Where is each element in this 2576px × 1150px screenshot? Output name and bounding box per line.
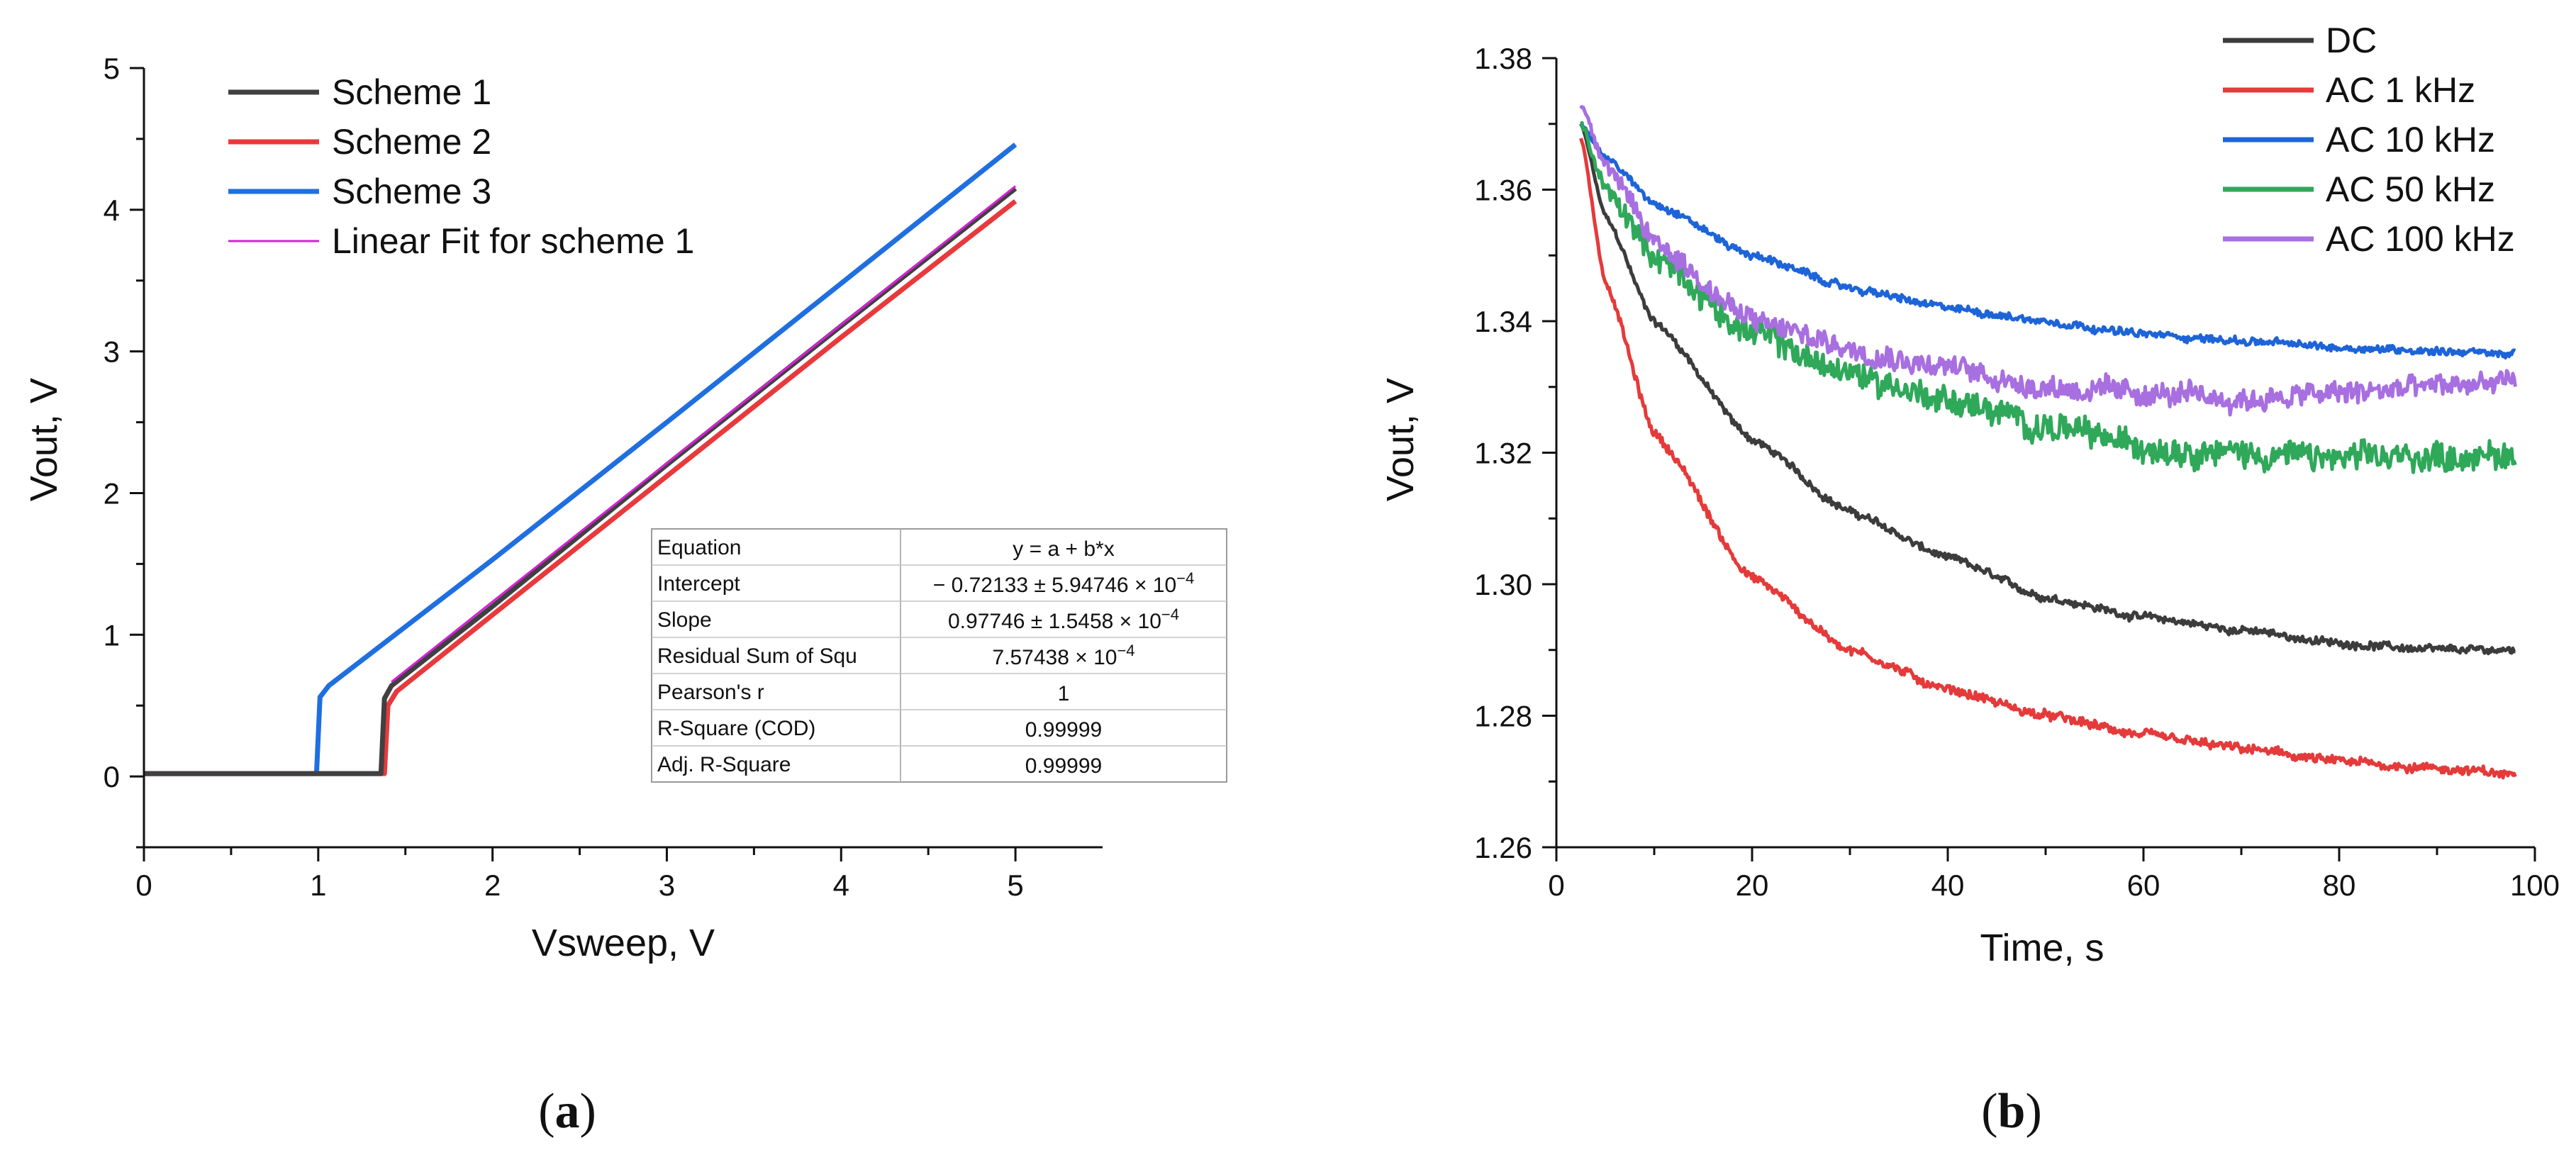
- a-legend-label: Scheme 2: [332, 122, 491, 162]
- b-y-tick-label: 1.30: [1474, 568, 1532, 601]
- a-series-line-2: [144, 199, 1017, 776]
- svg-text:(b): (b): [1981, 1084, 2042, 1139]
- a-y-tick-label: 2: [104, 476, 120, 510]
- b-x-tick-label: 60: [2127, 869, 2160, 902]
- a-x-tick-label: 3: [659, 869, 675, 902]
- a-x-tick-label: 4: [833, 869, 849, 902]
- b-y-tick-label: 1.38: [1474, 42, 1532, 75]
- b-series-line-1: [1579, 123, 2516, 656]
- a-legend-label: Scheme 3: [332, 172, 491, 211]
- a-x-tick-label: 1: [310, 869, 326, 902]
- a-series-line-3: [144, 143, 1017, 776]
- a-table-value: 7.57438 × 10−4: [992, 642, 1134, 669]
- a-table-label: R-Square (COD): [657, 717, 815, 740]
- a-table-label: Equation: [657, 536, 741, 559]
- b-y-tick-label: 1.28: [1474, 700, 1532, 733]
- b-legend-label: AC 100 kHz: [2326, 219, 2515, 259]
- a-y-tick-label: 5: [104, 52, 120, 85]
- b-legend-label: AC 50 kHz: [2326, 169, 2495, 209]
- b-x-tick-label: 100: [2510, 869, 2560, 902]
- svg-text:(a): (a): [538, 1084, 596, 1139]
- a-table-label: Adj. R-Square: [657, 753, 791, 776]
- a-table-label: Pearson's r: [657, 681, 764, 704]
- a-table-label: Intercept: [657, 572, 740, 596]
- a-y-tick-label: 1: [104, 618, 120, 652]
- b-series-line-2: [1579, 138, 2517, 780]
- b-x-tick-label: 80: [2323, 869, 2356, 902]
- a-y-tick-label: 0: [104, 760, 120, 793]
- b-panel-letter: b: [1998, 1084, 2026, 1139]
- b-series-line-4: [1579, 121, 2517, 474]
- a-table-value: − 0.72133 ± 5.94746 × 10−4: [933, 569, 1195, 597]
- b-x-axis-label: Time, s: [1980, 927, 2104, 969]
- a-table-label: Residual Sum of Squ: [657, 644, 857, 668]
- a-x-tick-label: 2: [484, 869, 501, 902]
- a-table-value: y = a + b*x: [1013, 537, 1114, 561]
- a-y-tick-label: 4: [104, 194, 120, 227]
- b-y-tick-label: 1.32: [1474, 437, 1532, 470]
- b-series-line-5: [1579, 104, 2517, 417]
- a-table-value: 0.97746 ± 1.5458 × 10−4: [948, 605, 1179, 633]
- b-legend: DC AC 1 kHz AC 10 kHz AC 50 kHz AC 100 kHz: [2223, 21, 2515, 259]
- b-x-tick-label: 40: [1931, 869, 1965, 902]
- b-legend-label: AC 10 kHz: [2326, 120, 2495, 160]
- a-legend-label: Linear Fit for scheme 1: [332, 221, 694, 261]
- b-y-tick-label: 1.26: [1474, 831, 1532, 864]
- a-panel-letter: a: [555, 1084, 580, 1139]
- b-x-tick-label: 0: [1548, 869, 1564, 902]
- a-table-frame: [651, 528, 1227, 783]
- b-legend-label: AC 1 kHz: [2326, 70, 2475, 110]
- b-y-tick-label: 1.34: [1474, 305, 1532, 338]
- a-table-value: 0.99999: [1025, 754, 1102, 778]
- a-legend: Scheme 1 Scheme 2 Scheme 3 Linear Fit for s…: [228, 72, 694, 261]
- a-table-label: Slope: [657, 608, 712, 632]
- a-table-value: 1: [1058, 682, 1070, 705]
- a-x-tick-label: 5: [1007, 869, 1023, 902]
- a-y-axis-label: Vout, V: [23, 378, 65, 501]
- b-y-axis-label: Vout, V: [1379, 378, 1422, 501]
- a-x-tick-label: 0: [135, 869, 152, 902]
- panel-b-chart: 0 20 40 60 80 100 1.26 1.28 1.30 1.32 1.34 1.36 1.38…: [1379, 21, 2560, 1139]
- a-x-axis-label: Vsweep, V: [532, 922, 715, 964]
- a-table-value: 0.99999: [1025, 718, 1102, 742]
- a-y-tick-label: 3: [104, 335, 120, 369]
- a-series-line-4: [391, 185, 1017, 683]
- b-x-tick-label: 20: [1736, 869, 1769, 902]
- b-panel-label: (b): [1981, 1084, 2042, 1139]
- a-fit-table: Equation y = a + b*x Intercept − 0.72133 ± …: [651, 528, 1227, 783]
- b-y-tick-label: 1.36: [1474, 174, 1532, 207]
- b-legend-label: DC: [2326, 21, 2377, 60]
- b-series-line-3: [1579, 123, 2516, 360]
- a-legend-label: Scheme 1: [332, 72, 491, 112]
- a-panel-label: (a): [538, 1084, 596, 1139]
